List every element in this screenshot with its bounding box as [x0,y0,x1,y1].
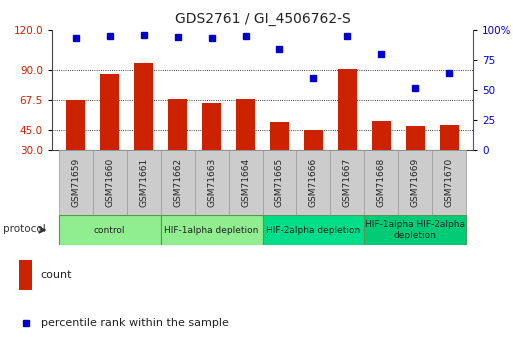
Bar [66,100,85,150]
Bar [364,215,466,245]
Text: GSM71669: GSM71669 [411,158,420,207]
Text: GSM71660: GSM71660 [105,158,114,207]
Bar [304,130,323,150]
Bar [330,150,364,215]
Text: GSM71661: GSM71661 [139,158,148,207]
Bar [93,150,127,215]
Text: HIF-1alpha depletion: HIF-1alpha depletion [164,226,259,235]
Bar [297,150,330,215]
Bar [59,215,161,245]
Text: GSM71665: GSM71665 [275,158,284,207]
Bar [263,150,297,215]
Bar [194,150,229,215]
Bar [161,215,263,245]
Text: GSM71668: GSM71668 [377,158,386,207]
Bar [236,99,255,150]
Bar [338,69,357,150]
Bar [101,74,119,150]
Text: GSM71659: GSM71659 [71,158,80,207]
Text: GSM71667: GSM71667 [343,158,352,207]
Text: HIF-2alpha depletion: HIF-2alpha depletion [266,226,361,235]
Bar [432,150,466,215]
Text: GSM71670: GSM71670 [445,158,453,207]
Title: GDS2761 / GI_4506762-S: GDS2761 / GI_4506762-S [174,12,350,26]
Text: GSM71663: GSM71663 [207,158,216,207]
Bar [440,125,459,150]
Bar [270,122,289,150]
Bar [202,104,221,150]
Bar [364,150,398,215]
Bar [168,99,187,150]
Text: count: count [41,270,72,280]
Bar [19,260,32,290]
Bar [59,150,93,215]
Bar [398,150,432,215]
Text: control: control [94,226,126,235]
Bar [127,150,161,215]
Text: GSM71666: GSM71666 [309,158,318,207]
Text: protocol: protocol [3,224,45,234]
Bar [263,215,364,245]
Text: GSM71662: GSM71662 [173,158,182,207]
Text: percentile rank within the sample: percentile rank within the sample [41,318,229,328]
Text: HIF-1alpha HIF-2alpha
depletion: HIF-1alpha HIF-2alpha depletion [365,220,465,240]
Text: GSM71664: GSM71664 [241,158,250,207]
Bar [161,150,194,215]
Bar [406,126,425,150]
Bar [372,121,391,150]
Bar [134,63,153,150]
Bar [229,150,263,215]
